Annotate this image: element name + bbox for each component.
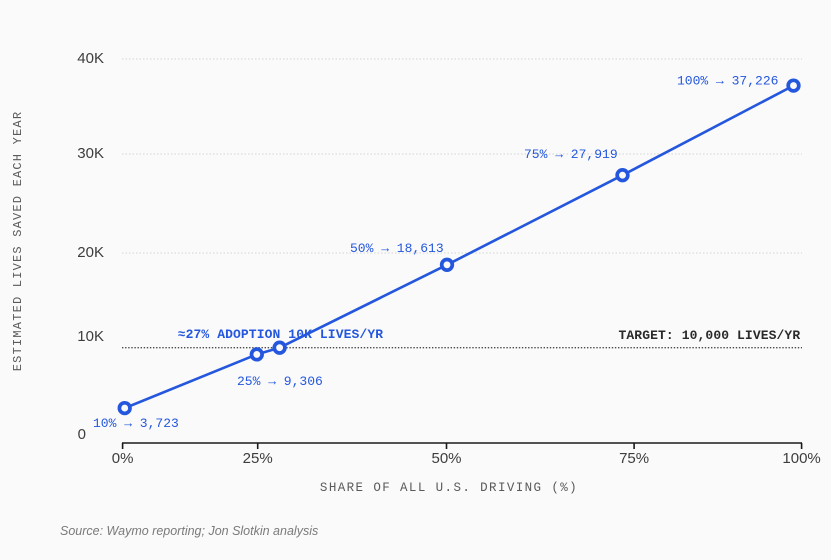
svg-text:100%: 100% — [782, 450, 820, 467]
svg-text:25% → 9,306: 25% → 9,306 — [237, 374, 323, 389]
svg-text:SHARE OF ALL U.S. DRIVING (%): SHARE OF ALL U.S. DRIVING (%) — [320, 481, 578, 495]
svg-text:25%: 25% — [243, 450, 273, 467]
svg-text:20K: 20K — [77, 244, 104, 261]
svg-text:TARGET: 10,000 LIVES/YR: TARGET: 10,000 LIVES/YR — [619, 328, 801, 343]
svg-text:75%: 75% — [619, 450, 649, 467]
svg-text:0: 0 — [78, 426, 86, 443]
svg-text:10% → 3,723: 10% → 3,723 — [93, 416, 179, 431]
svg-text:10K: 10K — [77, 328, 104, 345]
svg-text:100% → 37,226: 100% → 37,226 — [677, 74, 778, 89]
svg-text:75% → 27,919: 75% → 27,919 — [524, 147, 618, 162]
svg-text:40K: 40K — [77, 50, 104, 67]
svg-text:ESTIMATED LIVES SAVED EACH YEA: ESTIMATED LIVES SAVED EACH YEAR — [11, 111, 25, 371]
svg-text:≈27% ADOPTION 10K LIVES/YR: ≈27% ADOPTION 10K LIVES/YR — [178, 327, 384, 342]
svg-text:Source: Waymo reporting; Jon S: Source: Waymo reporting; Jon Slotkin ana… — [60, 524, 318, 538]
svg-text:30K: 30K — [77, 145, 104, 162]
svg-text:50% → 18,613: 50% → 18,613 — [350, 241, 444, 256]
svg-text:0%: 0% — [112, 450, 134, 467]
svg-text:50%: 50% — [431, 450, 461, 467]
